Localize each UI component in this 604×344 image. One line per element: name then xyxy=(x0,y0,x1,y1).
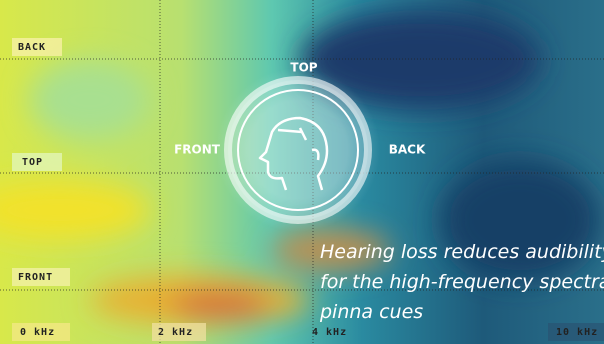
freq-label: 2 kHz xyxy=(158,327,193,338)
caption-line: pinna cues xyxy=(319,301,423,323)
row-label: TOP xyxy=(22,157,43,168)
head-icon xyxy=(216,68,380,232)
freq-label: 4 kHz xyxy=(312,327,347,338)
head-label: BACK xyxy=(389,143,426,157)
heatmap-blobs xyxy=(0,10,600,325)
row-labels: BACK TOP FRONT xyxy=(12,38,70,286)
head-profile xyxy=(258,116,329,191)
freq-label: 10 kHz xyxy=(556,327,598,338)
freq-label: 0 kHz xyxy=(20,327,55,338)
head-label: FRONT xyxy=(174,143,221,157)
ring xyxy=(224,76,372,224)
label-bg xyxy=(12,268,70,286)
label-bg xyxy=(152,323,206,341)
row-label: BACK xyxy=(18,42,46,53)
head-label: TOP xyxy=(290,61,317,75)
head-detail xyxy=(277,127,320,161)
caption: Hearing loss reduces audibility for the … xyxy=(319,241,604,323)
caption-line: Hearing loss reduces audibility xyxy=(320,241,604,263)
caption-line: for the high-frequency spectral xyxy=(320,271,604,293)
frequency-labels: 0 kHz 2 kHz 4 kHz 10 kHz xyxy=(12,323,604,341)
inner-ring xyxy=(237,89,359,211)
label-bg xyxy=(12,38,62,56)
label-bg xyxy=(12,323,70,341)
halo xyxy=(216,68,380,232)
label-bg xyxy=(12,153,62,171)
row-label: FRONT xyxy=(18,272,53,283)
label-bg xyxy=(548,323,604,341)
